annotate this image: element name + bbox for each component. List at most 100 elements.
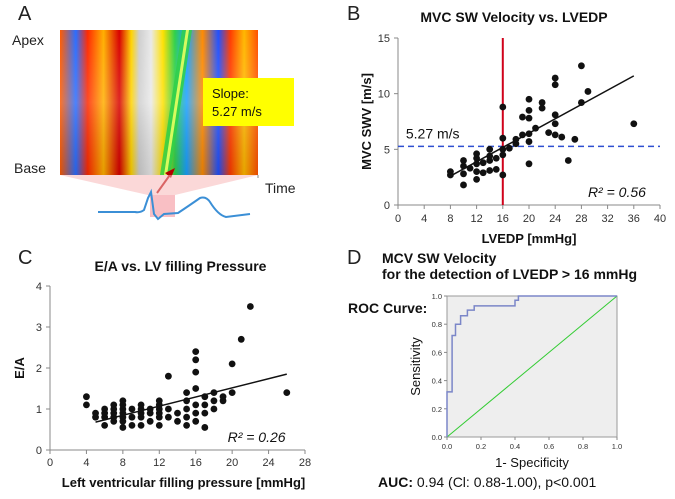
trend-line	[95, 373, 287, 423]
data-point	[486, 167, 494, 174]
data-point	[492, 154, 500, 162]
data-point	[192, 356, 200, 364]
x-tick-label: 0.8	[578, 442, 588, 451]
slope-value: 5.27 m/s	[212, 104, 262, 119]
y-tick-label: 3	[36, 322, 42, 334]
label-time: Time	[265, 180, 296, 196]
data-point	[137, 401, 145, 409]
x-tick-label: 28	[575, 213, 587, 225]
data-point	[460, 162, 467, 170]
data-point	[192, 385, 200, 392]
x-tick-label: 40	[654, 213, 666, 225]
data-point	[578, 99, 585, 106]
data-point	[183, 389, 191, 396]
r2-label: R² = 0.56	[588, 184, 646, 200]
data-point	[237, 335, 245, 343]
x-tick-label: 0	[395, 213, 401, 225]
y-tick-label: 1.0	[432, 292, 442, 301]
data-point	[192, 368, 200, 376]
panel-letter-c: C	[18, 247, 33, 269]
x-tick-label: 20	[226, 457, 238, 469]
chart-d-title-line2: for the detection of LVEDP > 16 mmHg	[382, 266, 638, 282]
chart-b: 0 4 8 12 16 20 24 28 32 36 40 0 5 10 15 LVEDP [mmHg] MVC…	[359, 33, 666, 246]
chart-c-title: E/A vs. LV filling Pressure	[94, 258, 267, 274]
x-tick-label: 4	[83, 457, 89, 469]
data-point	[551, 74, 559, 82]
x-tick-label: 28	[299, 457, 311, 469]
data-point	[499, 145, 507, 153]
trend-line	[450, 75, 635, 177]
data-point	[192, 348, 200, 355]
x-tick-label: 0.0	[442, 442, 452, 451]
data-point	[492, 165, 500, 173]
data-point	[219, 393, 227, 401]
data-point	[571, 135, 579, 143]
x-tick-label: 20	[523, 213, 535, 225]
y-tick-label: 0	[36, 445, 42, 457]
y-tick-label: 5	[384, 144, 390, 156]
panel-letter-b: B	[347, 3, 361, 25]
x-tick-label: 0.4	[510, 442, 520, 451]
x-tick-label: 12	[470, 213, 482, 225]
data-point	[119, 424, 127, 431]
data-point	[128, 422, 136, 429]
reference-diagonal	[446, 295, 618, 438]
data-point	[128, 405, 136, 413]
data-point	[460, 157, 467, 164]
data-point	[119, 397, 127, 405]
x-tick-label: 0.6	[544, 442, 554, 451]
data-point	[447, 168, 454, 176]
data-point	[174, 417, 181, 425]
data-point	[192, 401, 200, 409]
data-point	[146, 405, 154, 413]
data-point	[183, 422, 191, 429]
data-point	[519, 113, 526, 121]
data-point	[584, 88, 592, 95]
y-tick-label: 0.2	[432, 405, 442, 414]
threshold-label: 5.27 m/s	[406, 125, 460, 141]
data-point	[545, 129, 553, 137]
data-point	[466, 164, 474, 172]
auc-label: AUC:	[378, 474, 413, 490]
data-point	[164, 413, 172, 421]
x-tick-label: 32	[601, 213, 613, 225]
data-point	[460, 170, 467, 178]
data-point	[499, 151, 507, 159]
data-point	[532, 124, 539, 132]
data-point	[538, 99, 546, 106]
data-point	[525, 130, 533, 138]
data-point	[551, 111, 559, 119]
x-axis-label: LVEDP [mmHg]	[482, 231, 577, 246]
x-tick-label: 16	[190, 457, 202, 469]
data-point	[558, 133, 566, 141]
slope-label: Slope:	[212, 86, 249, 101]
data-point	[486, 152, 494, 160]
data-point	[164, 405, 172, 413]
y-tick-label: 10	[378, 89, 390, 101]
data-point	[505, 144, 513, 152]
x-tick-label: 0.2	[476, 442, 486, 451]
data-point	[525, 138, 533, 145]
data-point	[192, 409, 200, 417]
data-point	[201, 424, 209, 431]
data-point	[228, 360, 236, 368]
x-tick-label: 0	[47, 457, 53, 469]
auc-text: AUC: 0.94 (Cl: 0.88-1.00), p<0.001	[378, 474, 596, 490]
x-tick-label: 12	[153, 457, 165, 469]
data-point	[473, 168, 480, 176]
y-tick-label: 0	[384, 200, 390, 212]
data-point	[201, 409, 209, 417]
data-point	[101, 422, 109, 429]
data-point	[486, 145, 494, 153]
data-point	[137, 422, 145, 429]
data-point	[512, 135, 520, 143]
roc-label: ROC Curve:	[348, 300, 428, 316]
y-tick-label: 15	[378, 33, 390, 45]
data-point	[283, 389, 291, 396]
data-point	[183, 397, 191, 405]
data-point	[525, 160, 533, 168]
data-point	[473, 175, 480, 183]
data-point	[210, 405, 218, 413]
data-point	[164, 372, 172, 380]
